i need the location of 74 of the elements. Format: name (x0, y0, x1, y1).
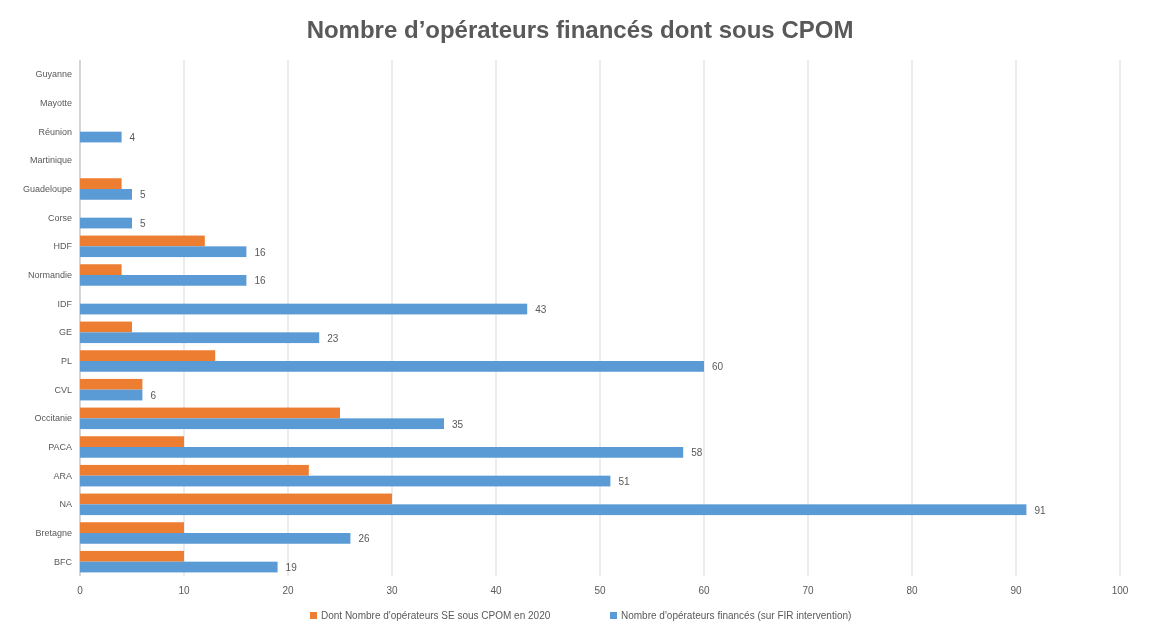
y-tick-label: Réunion (38, 126, 72, 137)
bar (80, 332, 320, 344)
data-label: 19 (285, 562, 298, 574)
x-tick-label: 0 (77, 585, 84, 596)
bar (80, 493, 392, 505)
data-label: 6 (150, 390, 157, 402)
bar (80, 407, 340, 419)
y-tick-label: Guadeloupe (22, 184, 72, 194)
data-label: 91 (1034, 504, 1046, 516)
bar (80, 189, 132, 200)
bar (80, 275, 247, 286)
chart-title: Nombre d’opérateurs financés dont sous CPOM (306, 16, 854, 43)
y-tick-label: NA (59, 499, 72, 510)
bar (80, 246, 247, 258)
bar (80, 235, 205, 247)
x-tick-label: 20 (282, 585, 294, 596)
y-tick-label: Occitanie (34, 413, 72, 424)
bar (80, 418, 444, 430)
bar (80, 378, 143, 390)
bar (80, 361, 704, 372)
data-label: 35 (452, 418, 464, 430)
y-tick-label: ARA (53, 470, 72, 481)
y-tick-label: Mayotte (39, 98, 72, 108)
y-tick-label: BFC (54, 556, 73, 567)
x-tick-label: 80 (906, 585, 918, 596)
bar (80, 550, 184, 562)
x-tick-label: 50 (594, 585, 606, 596)
y-tick-label: CVL (54, 384, 72, 395)
legend-label: Nombre d'opérateurs financés (sur FIR intervention) (621, 610, 852, 621)
data-label: 5 (140, 218, 146, 230)
y-tick-label: Bretagne (35, 528, 72, 538)
y-tick-label: Corse (47, 212, 72, 223)
y-tick-label: HDF (53, 241, 73, 252)
bar (80, 217, 132, 229)
y-tick-label: PL (60, 356, 72, 366)
x-tick-label: 70 (802, 585, 814, 596)
x-tick-label: 30 (386, 585, 398, 596)
bar (80, 475, 611, 487)
legend-label: Dont Nombre d'opérateurs SE sous CPOM en 2020 (321, 610, 551, 621)
bar (80, 303, 528, 315)
bar (80, 561, 278, 573)
data-label: 23 (327, 332, 339, 344)
y-tick-label: Martinique (29, 155, 72, 166)
bar (80, 321, 132, 333)
data-label: 16 (254, 275, 266, 287)
bar (80, 522, 184, 533)
bar (80, 504, 1027, 516)
y-tick-label: Normandie (27, 270, 72, 280)
data-label: 43 (535, 304, 547, 316)
bar (80, 178, 122, 189)
x-tick-label: 40 (490, 585, 502, 596)
bar (80, 264, 122, 275)
x-tick-label: 100 (1111, 585, 1129, 596)
bar (80, 436, 184, 447)
x-tick-label: 90 (1010, 585, 1022, 596)
data-label: 16 (254, 246, 266, 258)
x-tick-label: 60 (698, 585, 710, 596)
bar (80, 464, 309, 476)
data-label: 26 (358, 533, 370, 545)
bar (80, 350, 216, 361)
y-tick-label: PACA (48, 442, 72, 452)
data-label: 58 (691, 447, 703, 459)
x-tick-label: 10 (178, 585, 190, 596)
bar (80, 447, 684, 458)
bar (80, 389, 143, 401)
y-tick-label: IDF (57, 298, 73, 309)
data-label: 51 (618, 476, 630, 488)
bar (80, 131, 122, 143)
bar (80, 533, 351, 544)
y-tick-label: GE (58, 327, 72, 338)
data-label: 4 (129, 132, 136, 144)
data-label: 5 (140, 189, 146, 201)
data-label: 60 (712, 361, 724, 373)
y-tick-label: Guyanne (35, 69, 72, 80)
